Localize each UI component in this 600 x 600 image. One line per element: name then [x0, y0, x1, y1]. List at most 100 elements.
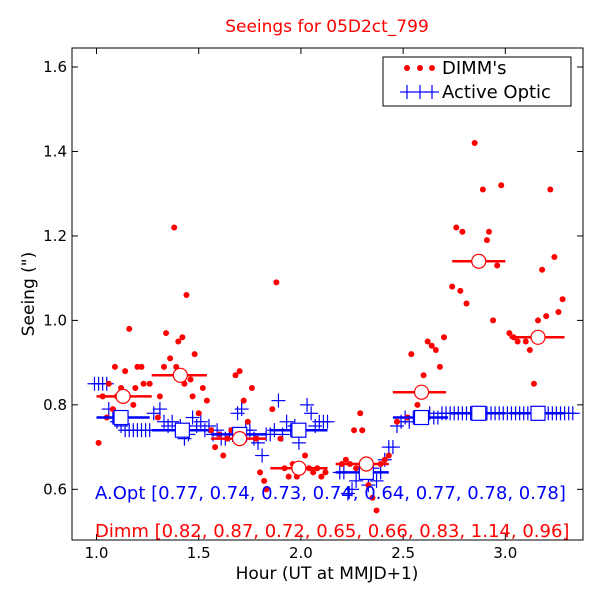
legend-aopt-plus	[425, 85, 439, 99]
aopt-point	[279, 414, 294, 429]
aopt-point	[320, 414, 335, 429]
dimm-point	[310, 469, 317, 476]
y-axis: 0.6 0.8 1.0 1.2 1.4 1.6	[43, 58, 583, 498]
legend-box	[382, 56, 572, 107]
dimm-point	[453, 224, 460, 231]
dimm-point	[203, 397, 210, 404]
dimm-mean-marker	[530, 329, 546, 345]
x-tick-label: 1.0	[85, 544, 109, 562]
dimm-point	[498, 182, 505, 189]
plot-background	[72, 48, 583, 540]
legend-dimm-dot	[417, 65, 423, 71]
aopt-mean-marker	[471, 405, 487, 421]
dimm-point	[232, 372, 239, 379]
dimm-mean-marker	[358, 456, 374, 472]
aopt-point	[165, 414, 180, 429]
x-axis: 1.0 1.5 2.0 2.5 3.0	[85, 48, 517, 562]
dimm-point	[373, 507, 380, 514]
dimm-point	[369, 494, 376, 501]
dimm-point	[428, 342, 435, 349]
dimm-point	[189, 393, 196, 400]
dimm-point	[526, 346, 533, 353]
dimm-point	[212, 444, 219, 451]
dimm-point	[530, 380, 537, 387]
aopt-point	[234, 402, 249, 417]
dimm-point	[187, 376, 194, 383]
dimm-point	[457, 287, 464, 294]
dimm-point	[140, 380, 147, 387]
aopt-point	[304, 406, 319, 421]
aopt-point	[255, 448, 270, 463]
dimm-point	[522, 338, 529, 345]
legend-aopt-label: Active Optic	[442, 82, 551, 103]
dimm-mean-marker	[115, 388, 131, 405]
dimm-point	[539, 266, 546, 273]
dimm-point	[483, 237, 490, 244]
dimm-point	[273, 279, 280, 286]
aopt-point	[349, 473, 364, 488]
dimm-point	[261, 477, 268, 484]
dimm-point	[342, 456, 349, 463]
y-tick-label: 1.4	[43, 142, 67, 160]
dimm-point	[441, 334, 448, 341]
y-tick-label: 0.8	[43, 396, 67, 414]
y-tick-label: 1.6	[43, 58, 67, 76]
aopt-point	[291, 435, 306, 450]
dimm-point	[195, 410, 202, 417]
dimm-point	[514, 338, 521, 345]
aopt-point	[271, 393, 286, 408]
dimm-point	[449, 283, 456, 290]
dimm-point	[555, 308, 562, 315]
y-tick-label: 0.6	[43, 480, 67, 498]
dimm-point	[381, 456, 388, 463]
dimm-point	[285, 473, 292, 480]
plot-frame	[71, 47, 584, 541]
dimm-point	[543, 313, 550, 320]
x-tick-label: 2.5	[391, 544, 415, 562]
aopt-point	[565, 406, 580, 421]
dimm-point	[485, 228, 492, 235]
chart-title: Seeings for 05D2ct_799	[225, 17, 429, 37]
dimm-point	[95, 439, 102, 446]
dimm-point	[199, 384, 206, 391]
dimm-point	[322, 469, 329, 476]
aopt-mean-marker	[291, 422, 307, 438]
dimm-point	[359, 427, 366, 434]
x-axis-title: Hour (UT at MMJD+1)	[236, 564, 419, 584]
dimm-point	[207, 427, 214, 434]
dimm-point	[506, 330, 513, 337]
dimm-point	[160, 363, 167, 370]
y-axis-title: Seeing (")	[19, 252, 39, 337]
dimm-point	[432, 346, 439, 353]
dimm-point	[220, 452, 227, 459]
dimm-point	[408, 351, 415, 358]
aopt-point	[385, 440, 400, 455]
dimm-point	[130, 401, 137, 408]
dimm-mean-marker	[172, 367, 188, 383]
aopt-point	[152, 402, 167, 417]
dimm-point	[436, 363, 443, 370]
aopt-point	[300, 397, 315, 412]
dimm-point	[171, 224, 178, 231]
dimm-point	[126, 325, 133, 332]
dimm-point	[156, 393, 163, 400]
dimm-point	[420, 372, 427, 379]
dimm-point	[559, 296, 566, 303]
dimm-point	[393, 418, 400, 425]
dimm-point	[424, 338, 431, 345]
dimm-point	[459, 228, 466, 235]
dimm-point	[277, 435, 284, 442]
dimm-point	[302, 452, 309, 459]
dimm-point	[257, 469, 264, 476]
x-tick-label: 2.0	[289, 544, 313, 562]
aopt-point	[185, 410, 200, 425]
dimm-point	[269, 406, 276, 413]
dimm-point	[132, 384, 139, 391]
legend-dimm-dot	[429, 65, 435, 71]
dimm-point	[494, 262, 501, 269]
dimm-point	[365, 482, 372, 489]
dimm-point	[111, 363, 118, 370]
aopt-mean-marker	[413, 409, 430, 426]
dimm-point	[191, 351, 198, 358]
dimm-annotation: Dimm [0.82, 0.87, 0.72, 0.65, 0.66, 0.83…	[95, 521, 569, 542]
